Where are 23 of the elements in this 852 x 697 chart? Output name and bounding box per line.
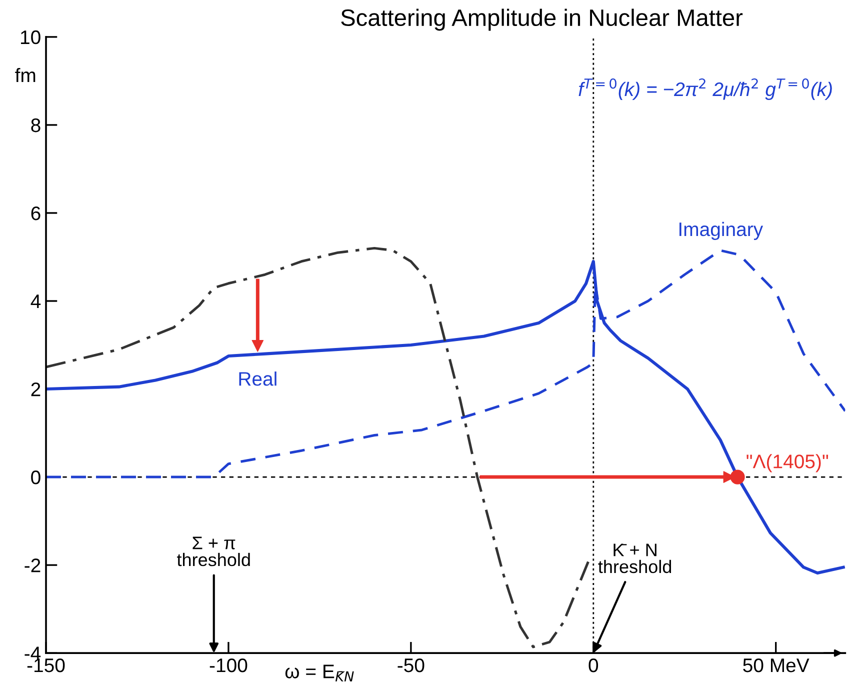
y-tick-label: 4 <box>30 294 41 308</box>
y-tick-label: -4 <box>24 646 41 660</box>
y-tick-label: 10 <box>21 30 40 44</box>
x-axis-title: ω = E$_{K̄N}$ <box>285 664 354 682</box>
y-tick-label: 0 <box>31 470 40 484</box>
annotation: Σ + π threshold <box>177 536 250 566</box>
x-tick-label: -150 <box>27 658 65 672</box>
annotation: "Λ(1405)" <box>746 454 828 472</box>
x-tick-label: -100 <box>210 658 248 672</box>
annotation: K̄ + N threshold <box>598 544 672 574</box>
y-tick-label: 6 <box>31 206 40 220</box>
y-tick-label: 8 <box>31 118 40 132</box>
line-series <box>46 246 592 648</box>
y-axis-title: fm <box>15 68 36 82</box>
x-tick-label: -50 <box>398 658 424 672</box>
y-tick-label: -2 <box>24 558 40 572</box>
annotation: Real <box>239 372 276 386</box>
annotation: Imaginary <box>679 222 764 240</box>
text: f$^{T=0}$(k) = −2π$^{2}$ 2μ/ħ$^{2}$ g$^{T=0}$(k) <box>578 78 832 100</box>
y-tick-label: 2 <box>31 382 40 396</box>
x-tick-label: 0 <box>588 658 598 672</box>
chart-title: Scattering Amplitude in Nuclear Matter <box>341 8 743 31</box>
x-tick-label: 50 MeV <box>743 658 810 672</box>
